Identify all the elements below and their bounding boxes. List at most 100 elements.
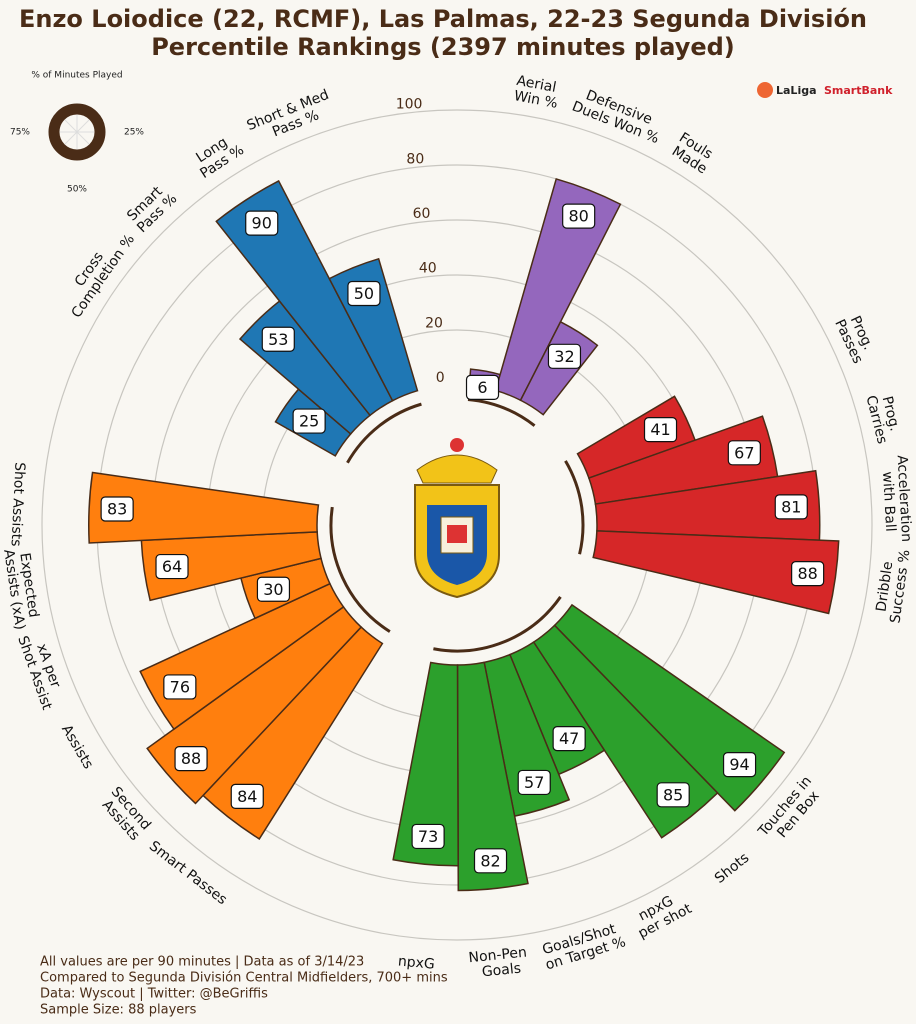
category-label: Smart Pass % <box>123 180 180 236</box>
category-label: Non-Pen Goals <box>468 944 534 981</box>
value-label: 82 <box>480 851 500 870</box>
value-label: 30 <box>263 580 283 599</box>
value-label-box <box>292 408 326 434</box>
category-label: Fouls Made <box>668 130 719 178</box>
category-label: Smart Passes <box>146 838 230 908</box>
value-label-box <box>245 210 279 236</box>
value-label-box <box>727 440 761 466</box>
group-arc <box>467 397 536 427</box>
value-label-box <box>791 561 825 587</box>
chart-subtitle: Percentile Rankings (2397 minutes played… <box>151 33 735 61</box>
value-label: 73 <box>418 827 438 846</box>
value-label: 32 <box>554 347 574 366</box>
logo-text: SmartBank <box>824 84 893 97</box>
category-label: Shot Assists <box>8 462 28 547</box>
bar <box>494 178 622 402</box>
value-label: 84 <box>237 787 257 806</box>
value-label-box <box>100 496 134 522</box>
value-label-box <box>347 280 381 307</box>
logo: LaLiga SmartBank <box>757 82 893 98</box>
category-label: Defensive Duels Won % <box>570 84 667 147</box>
group-arc <box>564 460 585 555</box>
category-label: Touches in Pen Box <box>755 770 830 850</box>
category-label: Prog. Carries <box>862 390 904 446</box>
value-label-box <box>155 553 189 580</box>
category-label: Short & Med Pass % <box>245 85 342 148</box>
value-label-box <box>473 848 508 874</box>
footnote: Compared to Segunda División Central Mid… <box>40 971 448 986</box>
minutes-tick-label: 50% <box>67 185 87 195</box>
value-label: 67 <box>734 443 754 462</box>
value-label: 88 <box>797 564 817 583</box>
crest <box>414 438 500 599</box>
value-label-box <box>163 674 197 700</box>
value-label: 88 <box>181 749 201 768</box>
group-arc <box>433 596 562 653</box>
chart-title: Enzo Loiodice (22, RCMF), Las Palmas, 22… <box>19 5 867 33</box>
minutes-tick-label: 25% <box>124 128 144 138</box>
minutes-donut <box>48 103 106 161</box>
value-label-box <box>256 576 291 602</box>
footnote: Sample Size: 88 players <box>40 1003 197 1018</box>
r-tick-label: 20 <box>425 315 443 331</box>
r-tick-label: 60 <box>413 206 431 222</box>
value-label-box <box>552 726 586 752</box>
group-arc <box>329 506 391 633</box>
value-label: 25 <box>299 412 319 431</box>
value-label: 6 <box>477 378 487 397</box>
value-label-box <box>722 752 757 778</box>
minutes-tick-label: 75% <box>10 128 30 138</box>
bar <box>392 661 459 867</box>
bar <box>592 530 840 615</box>
category-label: Acceleration with Ball <box>878 455 914 548</box>
bar <box>456 661 529 892</box>
value-label: 64 <box>162 557 182 576</box>
category-label: npxG per shot <box>629 887 695 942</box>
value-label-box <box>261 326 295 352</box>
bar <box>88 471 320 544</box>
value-label-box <box>174 746 208 772</box>
category-label: Aerial Win % <box>512 73 561 112</box>
value-label: 47 <box>559 729 579 748</box>
category-label: Long Pass % <box>189 129 247 182</box>
logo-text: LaLiga <box>776 84 817 97</box>
footnote: Data: Wyscout | Twitter: @BeGriffis <box>40 987 268 1002</box>
category-label: Assists <box>58 722 96 772</box>
value-label: 57 <box>524 773 544 792</box>
bar <box>215 179 394 417</box>
r-tick-label: 0 <box>436 370 445 386</box>
footnote: All values are per 90 minutes | Data as … <box>40 955 364 970</box>
value-label-box <box>547 343 582 369</box>
category-label: Expected Assists (xA) <box>0 546 43 631</box>
category-label: npxG <box>397 953 435 972</box>
category-label: xA per Shot Assist <box>14 629 69 713</box>
value-label-box <box>656 782 690 808</box>
r-tick-label: 100 <box>396 97 423 113</box>
category-label: Dribble Success % <box>872 547 913 625</box>
r-tick-label: 80 <box>406 151 424 167</box>
value-label: 81 <box>781 497 801 516</box>
value-label-box <box>465 374 500 400</box>
value-label: 80 <box>568 207 588 226</box>
value-label: 53 <box>268 330 288 349</box>
value-label: 94 <box>729 755 749 774</box>
category-label: Shots <box>712 850 753 887</box>
value-label-box <box>517 769 551 796</box>
value-label-box <box>562 203 596 229</box>
value-label-box <box>230 783 264 809</box>
value-label: 41 <box>650 420 670 439</box>
value-label: 85 <box>663 785 683 804</box>
r-tick-label: 40 <box>419 261 437 277</box>
category-label: Goals/Shot on Target % <box>539 919 627 973</box>
value-label: 76 <box>170 677 190 696</box>
category-label: Prog. Passes <box>831 310 879 366</box>
category-label: Cross Completion % <box>56 223 138 321</box>
value-label: 50 <box>354 284 374 303</box>
value-label: 90 <box>252 214 272 233</box>
group-arc <box>346 402 422 464</box>
value-label-box <box>411 823 445 850</box>
minutes-title: % of Minutes Played <box>31 71 122 81</box>
category-label: Second Assists <box>96 784 157 847</box>
value-label-box <box>643 417 678 443</box>
